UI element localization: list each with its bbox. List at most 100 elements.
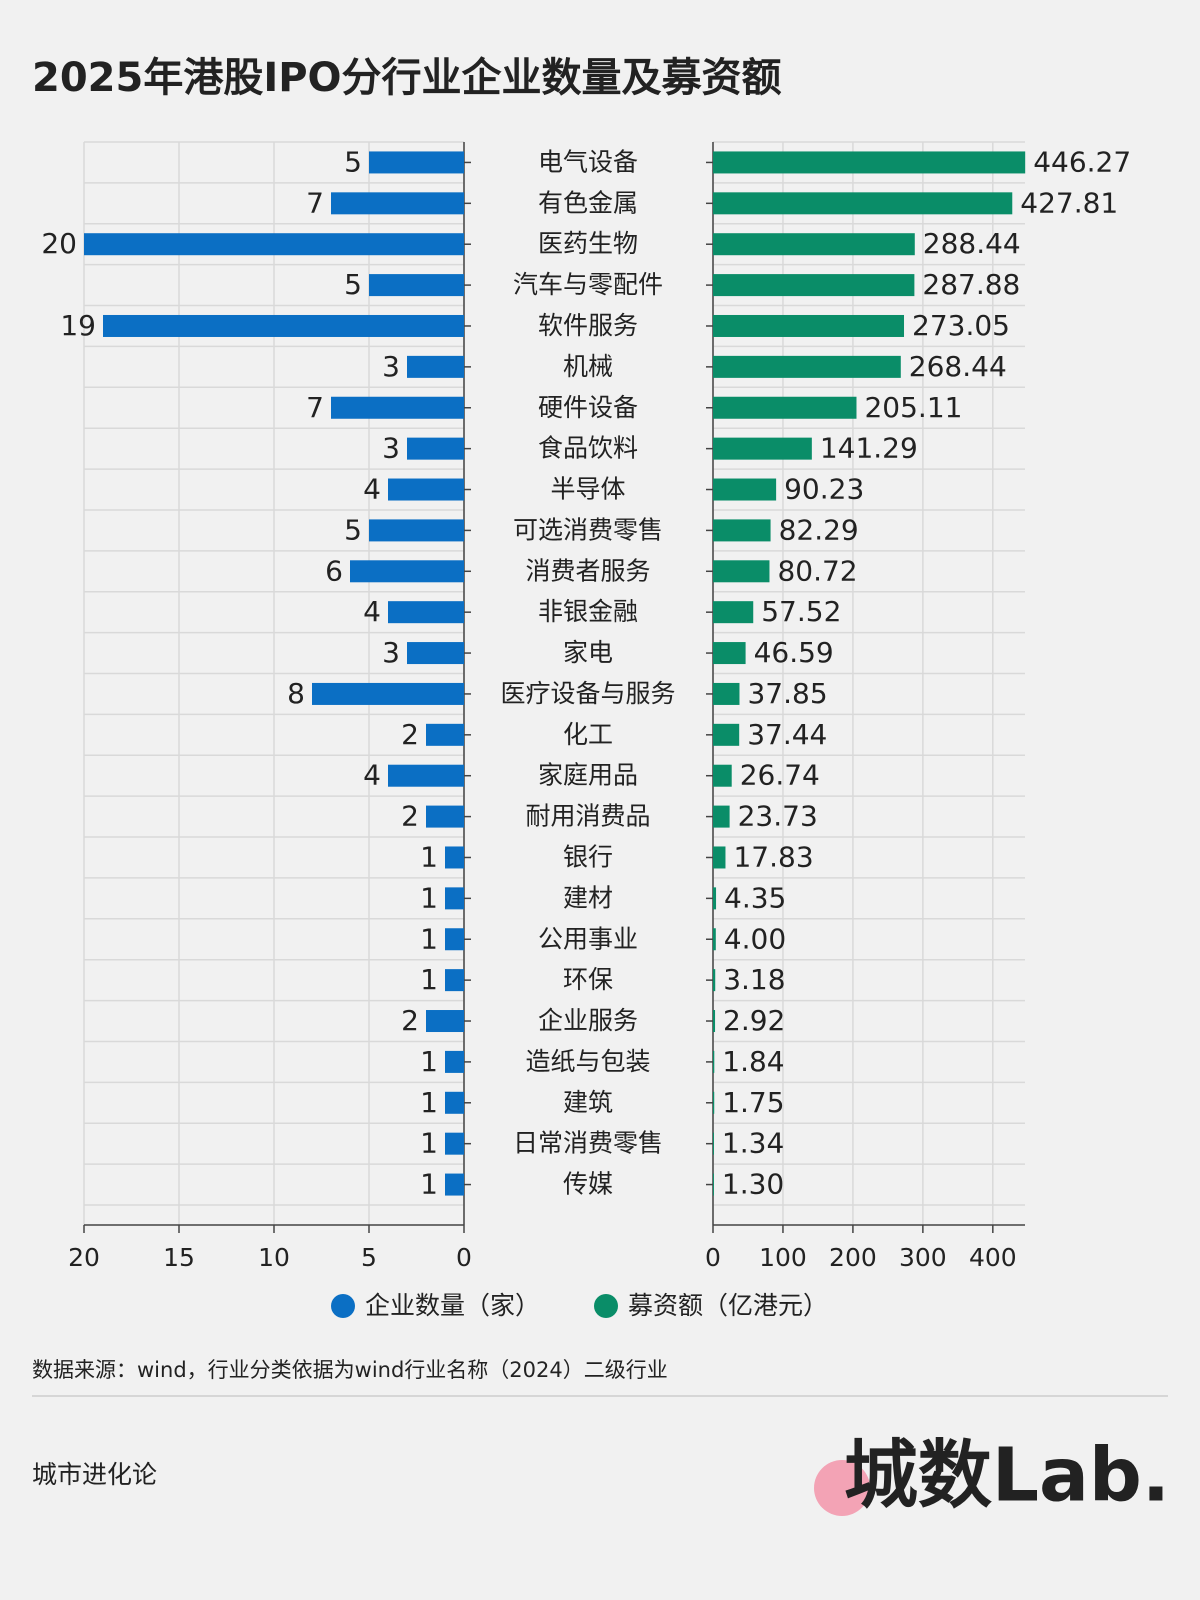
logo: 城数Lab. <box>844 1433 1170 1519</box>
bar <box>407 642 464 665</box>
category-label: 非银金融 <box>538 597 638 626</box>
value-label: 57.52 <box>761 595 841 628</box>
value-label: 1 <box>420 1168 438 1201</box>
category-label: 家电 <box>563 638 613 667</box>
value-label: 1 <box>420 1045 438 1078</box>
value-label: 4.00 <box>724 922 786 955</box>
value-label: 2 <box>401 718 419 751</box>
value-label: 1 <box>420 881 438 914</box>
value-label: 20 <box>41 227 77 260</box>
bar <box>445 969 464 992</box>
category-label: 造纸与包装 <box>525 1047 650 1076</box>
category-label: 汽车与零配件 <box>513 270 663 299</box>
value-label: 7 <box>306 391 324 424</box>
x-tick-label: 5 <box>361 1243 377 1272</box>
bar <box>713 151 1026 174</box>
category-label: 电气设备 <box>538 147 638 176</box>
value-label: 2.92 <box>723 1004 785 1037</box>
bar <box>445 928 464 951</box>
bar <box>388 764 464 787</box>
bar <box>713 519 771 542</box>
bar <box>445 1050 464 1073</box>
value-label: 80.72 <box>777 554 857 587</box>
bar <box>445 1091 464 1114</box>
category-label: 硬件设备 <box>538 393 638 422</box>
value-label: 3.18 <box>723 963 785 996</box>
category-label: 食品饮料 <box>538 434 638 463</box>
category-label: 传媒 <box>563 1170 613 1199</box>
legend-marker <box>331 1294 355 1318</box>
x-tick-label: 100 <box>759 1243 807 1272</box>
x-tick-label: 300 <box>899 1243 947 1272</box>
bar <box>84 233 464 256</box>
category-label: 医药生物 <box>538 229 638 258</box>
value-label: 1.84 <box>722 1045 784 1078</box>
category-label: 公用事业 <box>538 924 638 953</box>
bar <box>713 805 730 828</box>
bar <box>445 846 464 869</box>
category-label: 日常消费零售 <box>513 1129 663 1158</box>
value-label: 1.30 <box>722 1168 784 1201</box>
value-label: 5 <box>344 513 362 546</box>
bar <box>426 723 464 746</box>
bar <box>426 805 464 828</box>
x-tick-label: 10 <box>258 1243 290 1272</box>
value-label: 273.05 <box>912 309 1010 342</box>
value-label: 427.81 <box>1020 186 1118 219</box>
value-label: 268.44 <box>909 350 1007 383</box>
bar <box>713 1132 714 1155</box>
value-label: 19 <box>60 309 96 342</box>
bar <box>713 192 1013 215</box>
value-label: 26.74 <box>740 759 820 792</box>
value-label: 6 <box>325 554 343 587</box>
bar <box>713 560 770 583</box>
footer-brand: 城市进化论 <box>32 1460 157 1489</box>
bar <box>713 1173 714 1196</box>
category-label: 消费者服务 <box>525 556 650 585</box>
bar <box>713 396 857 419</box>
value-label: 82.29 <box>779 513 859 546</box>
category-label: 机械 <box>563 352 613 381</box>
value-label: 46.59 <box>754 636 834 669</box>
logo-dot <box>814 1460 870 1516</box>
bar <box>713 478 777 501</box>
bar <box>713 274 915 297</box>
bar <box>713 601 754 624</box>
value-label: 4 <box>363 595 381 628</box>
value-label: 3 <box>382 636 400 669</box>
x-tick-label: 0 <box>705 1243 721 1272</box>
bar <box>388 478 464 501</box>
bar <box>713 723 740 746</box>
bar <box>713 846 726 869</box>
category-label: 银行 <box>563 842 613 871</box>
value-label: 1 <box>420 840 438 873</box>
value-label: 1.34 <box>722 1127 784 1160</box>
bar <box>713 642 746 665</box>
legend-marker <box>594 1294 618 1318</box>
bar <box>445 1173 464 1196</box>
value-label: 5 <box>344 145 362 178</box>
legend-label: 募资额（亿港元） <box>628 1291 828 1320</box>
value-label: 141.29 <box>820 432 918 465</box>
category-label: 企业服务 <box>538 1006 638 1035</box>
bar <box>426 1010 464 1033</box>
value-label: 1 <box>420 963 438 996</box>
value-label: 4.35 <box>724 881 786 914</box>
bar <box>713 969 716 992</box>
bar <box>713 233 915 256</box>
x-tick-label: 20 <box>68 1243 100 1272</box>
bar <box>407 355 464 378</box>
source-note: 数据来源：wind，行业分类依据为wind行业名称（2024）二级行业 <box>32 1358 668 1382</box>
category-label: 环保 <box>563 965 613 994</box>
value-label: 37.85 <box>747 677 827 710</box>
bar <box>713 928 716 951</box>
value-label: 8 <box>287 677 305 710</box>
legend-label: 企业数量（家） <box>365 1291 540 1320</box>
value-label: 3 <box>382 432 400 465</box>
bar <box>369 151 464 174</box>
value-label: 3 <box>382 350 400 383</box>
value-label: 23.73 <box>738 800 818 833</box>
category-label: 有色金属 <box>538 188 638 217</box>
